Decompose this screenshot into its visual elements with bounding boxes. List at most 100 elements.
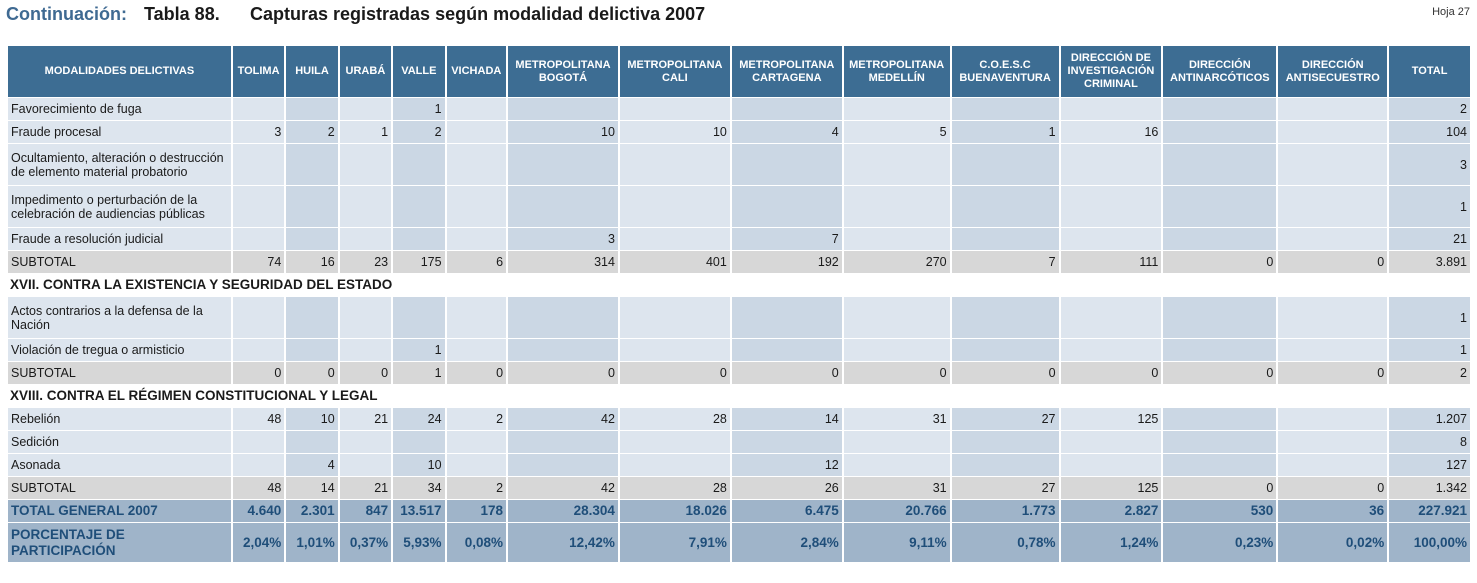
table-cell: 74 [232, 251, 285, 273]
sheet-label: Hoja 27 [1432, 6, 1470, 18]
table-cell: 0 [286, 362, 338, 384]
table-cell: 1,01% [286, 523, 338, 562]
table-cell [1278, 144, 1388, 185]
title-bar: Continuación: Tabla 88. Capturas registr… [6, 2, 1472, 30]
table-cell: 0 [951, 362, 1059, 384]
table-cell: 2 [1389, 98, 1470, 120]
column-header: MODALIDADES DELICTIVAS [8, 46, 231, 97]
table-cell: 10 [508, 121, 618, 143]
table-cell [286, 297, 338, 338]
table-row: Actos contrarios a la defensa de la Naci… [8, 297, 1470, 338]
table-cell: 10 [393, 454, 445, 476]
table-cell: 125 [1060, 408, 1162, 430]
table-cell: 28 [619, 477, 730, 499]
table-cell [1278, 186, 1388, 227]
table-cell: 14 [731, 408, 842, 430]
table-cell: 21 [339, 477, 392, 499]
pct-row: PORCENTAJE DE PARTICIPACIÓN 2,04% 1,01% 0,3… [8, 523, 1470, 562]
table-cell: 48 [232, 408, 285, 430]
table-cell: 42 [508, 408, 618, 430]
table-cell: 12 [731, 454, 842, 476]
table-cell [1163, 186, 1277, 227]
table-cell: 178 [446, 500, 507, 522]
table-cell [446, 297, 507, 338]
table-cell: 227.921 [1389, 500, 1470, 522]
table-cell: 27 [951, 477, 1059, 499]
table-cell [339, 144, 392, 185]
table-cell [843, 98, 950, 120]
table-cell [339, 454, 392, 476]
table-cell: 4.640 [232, 500, 285, 522]
table-cell [951, 297, 1059, 338]
table-cell [1163, 144, 1277, 185]
table-cell [446, 186, 507, 227]
table-cell: 192 [731, 251, 842, 273]
table-cell [232, 339, 285, 361]
table-cell: 3 [1389, 144, 1470, 185]
table-cell: 28.304 [508, 500, 618, 522]
section-header-row: XVIII. CONTRA EL RÉGIMEN CONSTITUCIONAL … [8, 385, 1470, 407]
table-cell: 4 [731, 121, 842, 143]
column-header: URABÁ [339, 46, 392, 97]
row-label: Fraude procesal [8, 121, 231, 143]
table-cell [446, 144, 507, 185]
table-cell: 48 [232, 477, 285, 499]
row-label: Favorecimiento de fuga [8, 98, 231, 120]
table-cell [619, 297, 730, 338]
table-cell: 0 [232, 362, 285, 384]
table-cell: 1 [1389, 186, 1470, 227]
table-cell: 3 [508, 228, 618, 250]
table-cell [446, 339, 507, 361]
table-cell: 0 [1060, 362, 1162, 384]
table-cell: 3 [232, 121, 285, 143]
table-cell [1278, 339, 1388, 361]
title-prefix: Continuación: [6, 4, 127, 24]
table-cell [446, 228, 507, 250]
table-cell [619, 98, 730, 120]
column-header: METROPOLITANA MEDELLÍN [843, 46, 950, 97]
table-cell [339, 297, 392, 338]
table-cell [286, 186, 338, 227]
table-cell: 16 [1060, 121, 1162, 143]
table-cell: 0 [1278, 251, 1388, 273]
table-cell [731, 144, 842, 185]
row-label: SUBTOTAL [8, 362, 231, 384]
table-cell: 0 [1278, 477, 1388, 499]
column-header: HUILA [286, 46, 338, 97]
table-cell: 2.827 [1060, 500, 1162, 522]
table-cell: 0,78% [951, 523, 1059, 562]
header-row: MODALIDADES DELICTIVAS TOLIMA HUILA URABÁ VA… [8, 46, 1470, 97]
table-cell [843, 431, 950, 453]
table-cell: 2.301 [286, 500, 338, 522]
table-cell [951, 339, 1059, 361]
column-header: METROPOLITANA CARTAGENA [731, 46, 842, 97]
table-cell [1060, 339, 1162, 361]
table-cell [508, 186, 618, 227]
table-cell: 3.891 [1389, 251, 1470, 273]
section-header-row: XVII. CONTRA LA EXISTENCIA Y SEGURIDAD D… [8, 274, 1470, 296]
table-cell [1163, 431, 1277, 453]
table-cell: 2,04% [232, 523, 285, 562]
table-cell [232, 431, 285, 453]
table-cell [446, 454, 507, 476]
table-cell [731, 98, 842, 120]
table-cell [1163, 339, 1277, 361]
row-label: Fraude a resolución judicial [8, 228, 231, 250]
table-cell: 18.026 [619, 500, 730, 522]
table-cell: 4 [286, 454, 338, 476]
table-cell [731, 431, 842, 453]
column-header: DIRECCIÓN DE INVESTIGACIÓN CRIMINAL [1060, 46, 1162, 97]
table-cell: 26 [731, 477, 842, 499]
table-cell [232, 297, 285, 338]
table-cell [619, 454, 730, 476]
table-cell [951, 144, 1059, 185]
table-cell [339, 339, 392, 361]
table-cell: 5 [843, 121, 950, 143]
table-cell [951, 228, 1059, 250]
table-cell: 0 [1163, 251, 1277, 273]
table-cell: 2,84% [731, 523, 842, 562]
table-cell [446, 98, 507, 120]
table-cell: 1.773 [951, 500, 1059, 522]
table-cell: 0,02% [1278, 523, 1388, 562]
table-cell [1278, 454, 1388, 476]
